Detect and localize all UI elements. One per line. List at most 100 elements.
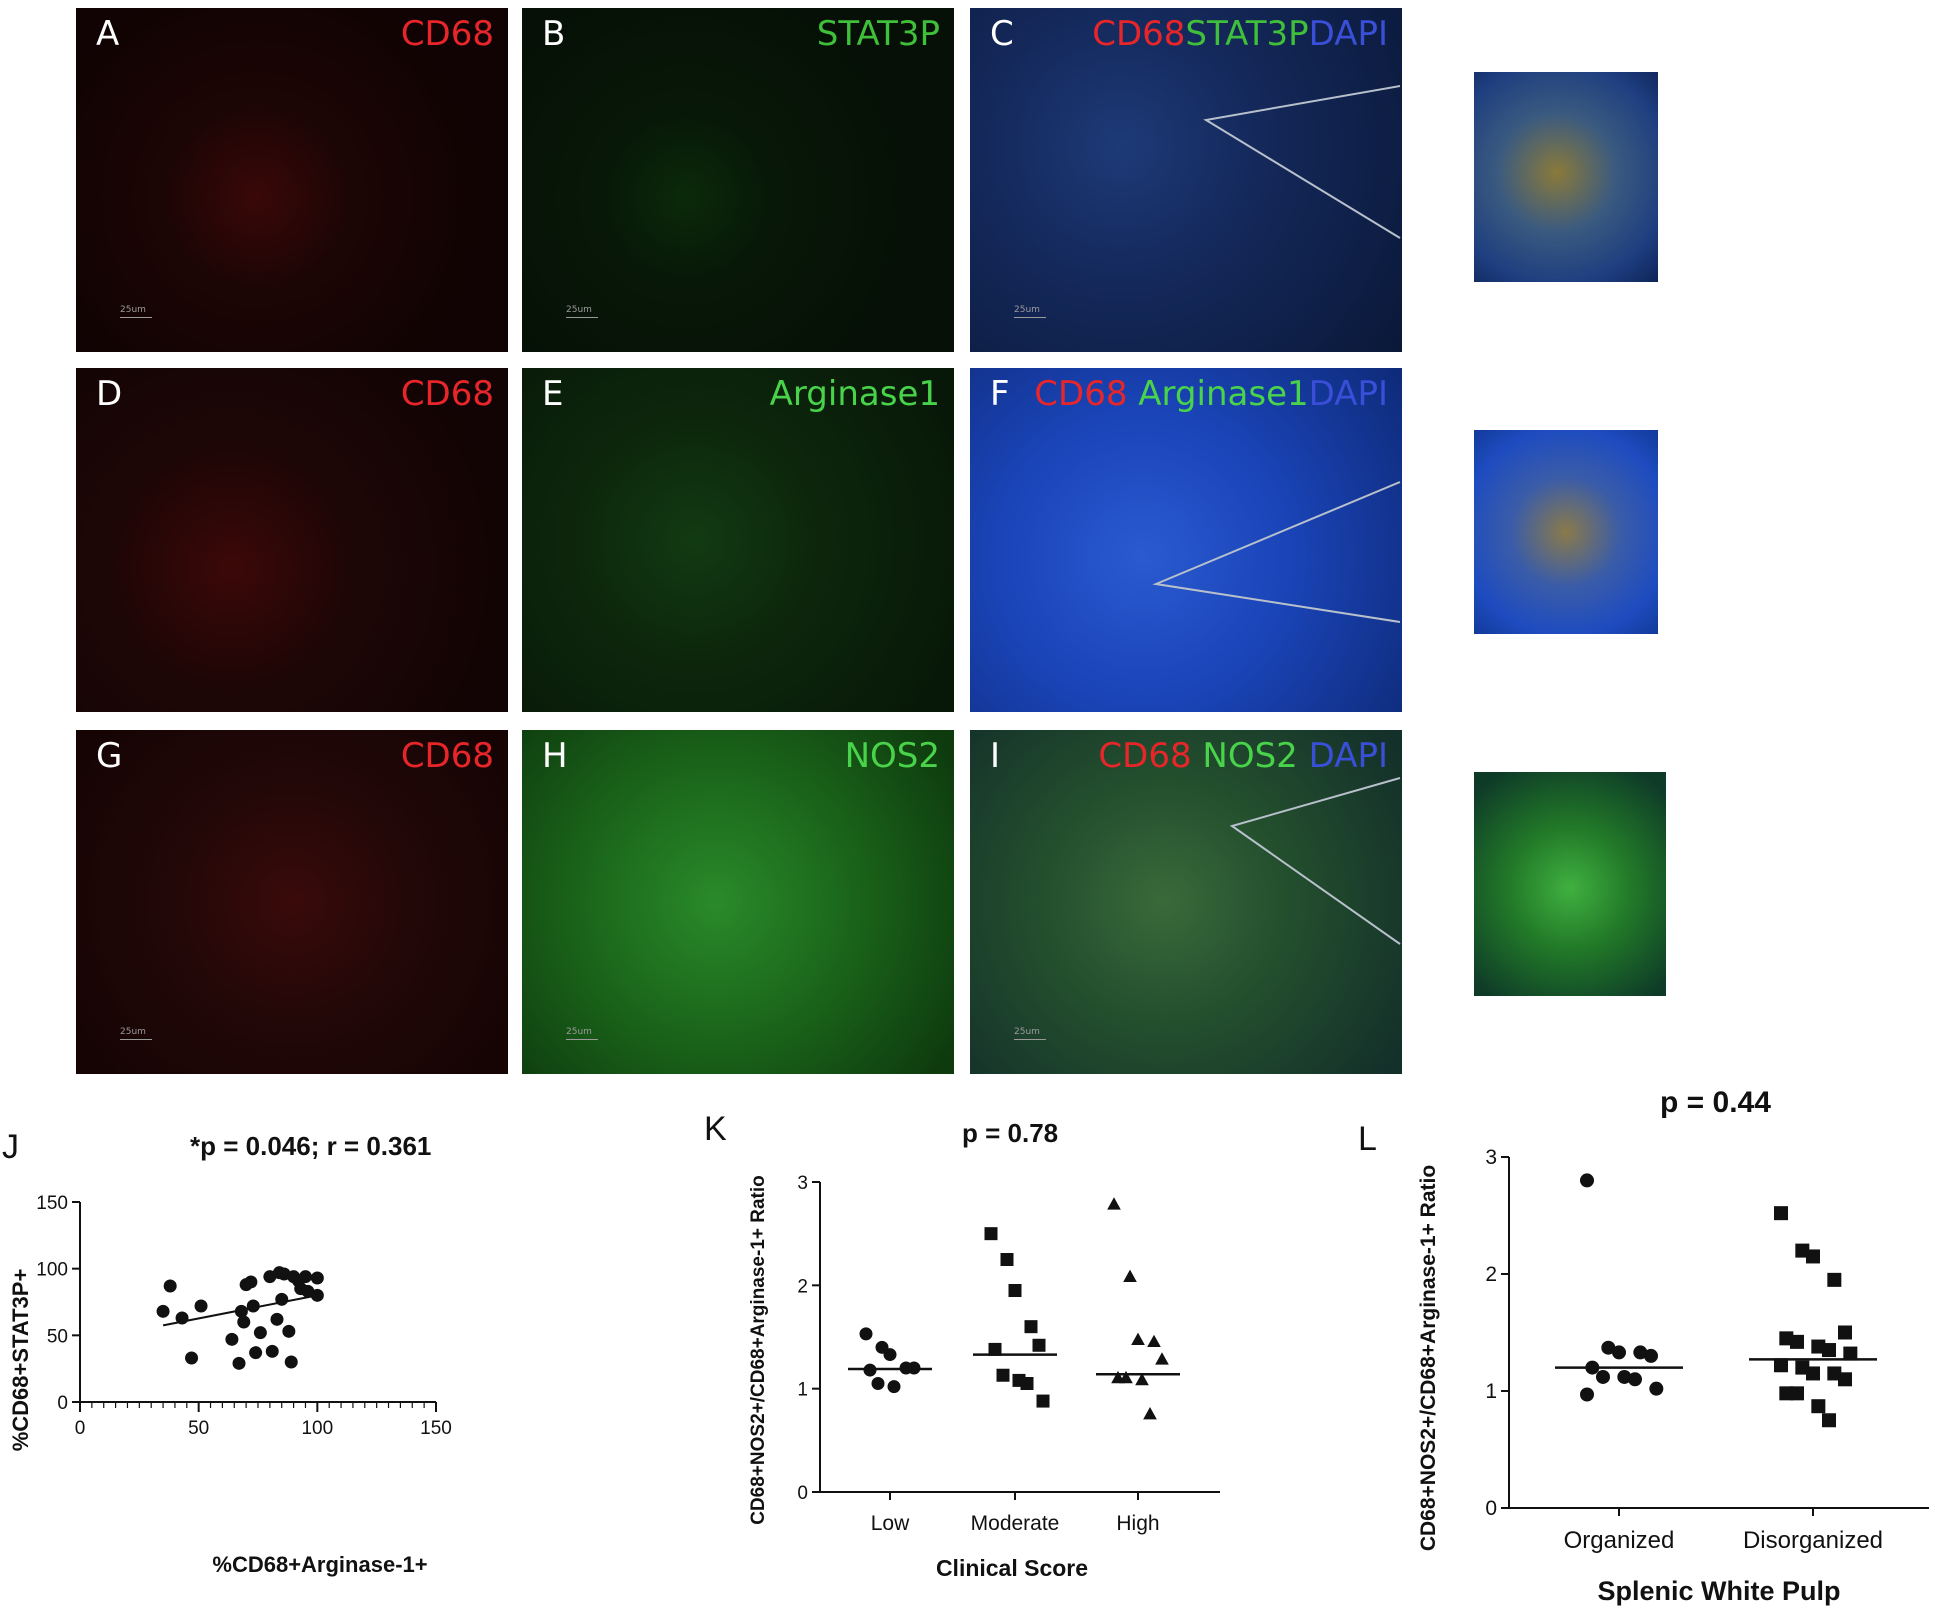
- x-tick-label: Disorganized: [1743, 1527, 1883, 1554]
- data-point: [282, 1324, 296, 1338]
- chart-k-ylabel: CD68+NOS2+/CD68+Arginase-1+ Ratio: [748, 1175, 769, 1525]
- panel-letter: B: [542, 14, 566, 54]
- data-point: [1107, 1197, 1121, 1210]
- data-point: [310, 1288, 324, 1302]
- data-point: [1779, 1331, 1794, 1346]
- y-tick-label: 100: [36, 1260, 68, 1281]
- scale-bar: 25um: [120, 1027, 152, 1040]
- chart-l: CD68+NOS2+/CD68+Arginase-1+ Ratio Spleni…: [1417, 1146, 1929, 1606]
- y-tick-label: 1: [1485, 1380, 1497, 1403]
- panel-h-nos2: H NOS2 25um: [522, 730, 954, 1074]
- x-tick-label: 100: [301, 1418, 333, 1439]
- chart-j-title: *p = 0.046; r = 0.361: [190, 1131, 432, 1161]
- stain-label-merge: CD68STAT3PDAPI: [1092, 14, 1388, 54]
- panel-a-cd68: A CD68 25um: [76, 8, 508, 352]
- data-point: [1822, 1343, 1836, 1358]
- stain-dapi: DAPI: [1308, 736, 1388, 776]
- data-point: [996, 1368, 1010, 1382]
- x-tick-label: Organized: [1564, 1527, 1675, 1554]
- stain-label-cd68: CD68: [400, 736, 494, 776]
- data-point: [163, 1279, 177, 1293]
- data-point: [1649, 1381, 1664, 1396]
- y-tick-label: 0: [1485, 1497, 1497, 1520]
- stain-label-cd68: CD68: [400, 14, 494, 54]
- data-point: [988, 1342, 1002, 1356]
- data-point: [275, 1292, 289, 1306]
- stain-cd68: CD68: [1034, 374, 1139, 414]
- data-point: [1596, 1369, 1610, 1384]
- stain-label-merge: CD68 NOS2 DAPI: [1098, 736, 1388, 776]
- panel-letter: I: [990, 736, 1001, 776]
- stain-arginase1: Arginase1: [1138, 374, 1309, 414]
- x-tick-label: 150: [420, 1418, 452, 1439]
- y-tick-label: 2: [797, 1276, 808, 1297]
- data-point: [1827, 1272, 1842, 1287]
- data-point: [185, 1351, 199, 1365]
- inset-f-zoom: [1474, 430, 1658, 634]
- y-tick-label: 150: [36, 1193, 68, 1214]
- stain-label-cd68: CD68: [400, 374, 494, 414]
- data-point: [1024, 1320, 1038, 1334]
- data-point: [253, 1326, 267, 1340]
- panel-f-merge: F CD68 Arginase1DAPI: [970, 368, 1402, 712]
- data-point: [270, 1312, 284, 1326]
- data-point: [1155, 1352, 1169, 1365]
- panel-letter: G: [96, 736, 123, 776]
- chart-j: %CD68+STAT3P+ %CD68+Arginase-1+ 0 50 100 15…: [8, 1193, 452, 1577]
- stain-cd68: CD68: [1092, 14, 1186, 54]
- x-tick-label: Low: [871, 1512, 910, 1535]
- data-point: [984, 1227, 998, 1241]
- series-high: [1107, 1197, 1169, 1420]
- data-point: [1774, 1206, 1788, 1221]
- scale-bar: 25um: [120, 305, 152, 318]
- data-point: [1822, 1413, 1836, 1428]
- data-point: [1628, 1372, 1642, 1387]
- panel-letter: D: [96, 374, 123, 414]
- data-point: [310, 1271, 324, 1285]
- inset-i-zoom: [1474, 772, 1666, 996]
- y-tick-label: 3: [797, 1173, 808, 1194]
- data-point: [1779, 1386, 1794, 1401]
- stain-stat3p: STAT3P: [1185, 14, 1309, 54]
- data-point: [887, 1380, 901, 1394]
- panel-letter-j: J: [2, 1128, 19, 1166]
- data-point: [1580, 1387, 1594, 1402]
- panel-letter: H: [542, 736, 568, 776]
- data-point: [298, 1270, 312, 1284]
- data-point: [1827, 1366, 1842, 1381]
- data-point: [284, 1355, 298, 1369]
- data-point: [1020, 1377, 1034, 1390]
- data-point: [1617, 1369, 1632, 1384]
- data-point: [1806, 1366, 1820, 1381]
- x-tick-label: 50: [188, 1418, 209, 1439]
- data-point: [1580, 1173, 1594, 1188]
- panel-letter: F: [990, 374, 1010, 414]
- data-point: [1795, 1243, 1810, 1258]
- chart-k: CD68+NOS2+/CD68+Arginase-1+ Ratio Clinic…: [748, 1173, 1220, 1581]
- data-point: [246, 1299, 260, 1313]
- data-point: [1644, 1348, 1658, 1363]
- series-disorganized: [1774, 1206, 1858, 1428]
- data-point: [265, 1344, 279, 1358]
- y-tick-label: 0: [57, 1393, 68, 1414]
- y-tick-label: 0: [797, 1483, 808, 1504]
- data-point: [1633, 1345, 1648, 1360]
- data-point: [883, 1348, 897, 1362]
- data-point: [1806, 1249, 1820, 1264]
- panel-g-cd68: G CD68 25um: [76, 730, 508, 1074]
- data-point: [156, 1304, 170, 1318]
- data-point: [244, 1275, 258, 1289]
- data-point: [1795, 1360, 1810, 1375]
- y-tick-label: 3: [1485, 1146, 1497, 1169]
- chart-k-title: p = 0.78: [962, 1118, 1059, 1148]
- panel-letter: A: [96, 14, 120, 54]
- data-point: [194, 1299, 208, 1313]
- panel-c-merge: C CD68STAT3PDAPI 25um: [970, 8, 1402, 352]
- chart-j-xlabel: %CD68+Arginase-1+: [212, 1552, 427, 1577]
- stain-label-nos2: NOS2: [844, 736, 940, 776]
- y-tick-label: 50: [47, 1326, 68, 1347]
- chart-j-ylabel: %CD68+STAT3P+: [8, 1269, 33, 1452]
- data-point: [1119, 1370, 1133, 1384]
- chart-k-xlabel: Clinical Score: [936, 1555, 1088, 1581]
- data-point: [1811, 1339, 1826, 1354]
